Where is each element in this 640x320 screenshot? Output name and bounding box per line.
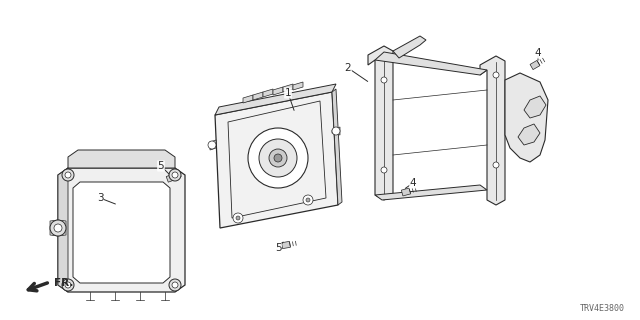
Circle shape [269,149,287,167]
Circle shape [493,72,499,78]
Circle shape [172,282,178,288]
Circle shape [169,169,181,181]
Circle shape [332,127,340,135]
Text: 5: 5 [157,161,164,171]
Polygon shape [401,188,411,196]
Text: TRV4E3800: TRV4E3800 [580,304,625,313]
Circle shape [172,172,178,178]
Circle shape [62,169,74,181]
Polygon shape [524,96,546,118]
Circle shape [381,167,387,173]
Polygon shape [215,92,338,228]
Polygon shape [215,84,336,115]
Circle shape [381,77,387,83]
Polygon shape [58,168,68,292]
Polygon shape [58,168,185,292]
Polygon shape [210,140,216,150]
Polygon shape [73,182,170,283]
Polygon shape [375,185,487,200]
Circle shape [303,195,313,205]
Polygon shape [332,89,342,205]
Polygon shape [393,36,426,58]
Text: 4: 4 [534,48,541,58]
Polygon shape [283,84,293,92]
Polygon shape [243,95,253,103]
Circle shape [208,141,216,149]
Polygon shape [273,87,283,95]
Polygon shape [530,60,540,69]
Circle shape [65,282,71,288]
Circle shape [274,154,282,162]
Circle shape [54,224,62,232]
Polygon shape [253,92,263,100]
Polygon shape [263,89,273,97]
Polygon shape [375,52,487,75]
Polygon shape [68,150,175,168]
Circle shape [50,220,66,236]
Circle shape [169,279,181,291]
Circle shape [233,213,243,223]
Polygon shape [505,73,548,162]
Circle shape [493,162,499,168]
Text: FR.: FR. [54,278,74,288]
Circle shape [65,172,71,178]
Text: 2: 2 [345,63,351,73]
Polygon shape [518,124,540,145]
Polygon shape [282,241,291,249]
Circle shape [62,279,74,291]
Text: 5: 5 [275,243,282,253]
Polygon shape [50,220,66,236]
Text: 4: 4 [410,178,416,188]
Circle shape [306,198,310,202]
Circle shape [248,128,308,188]
Circle shape [259,139,297,177]
Text: 1: 1 [285,88,291,98]
Text: 3: 3 [97,193,103,203]
Circle shape [236,216,240,220]
Polygon shape [368,46,393,200]
Polygon shape [166,174,176,182]
Polygon shape [480,56,505,205]
Polygon shape [332,127,340,135]
Polygon shape [293,82,303,90]
